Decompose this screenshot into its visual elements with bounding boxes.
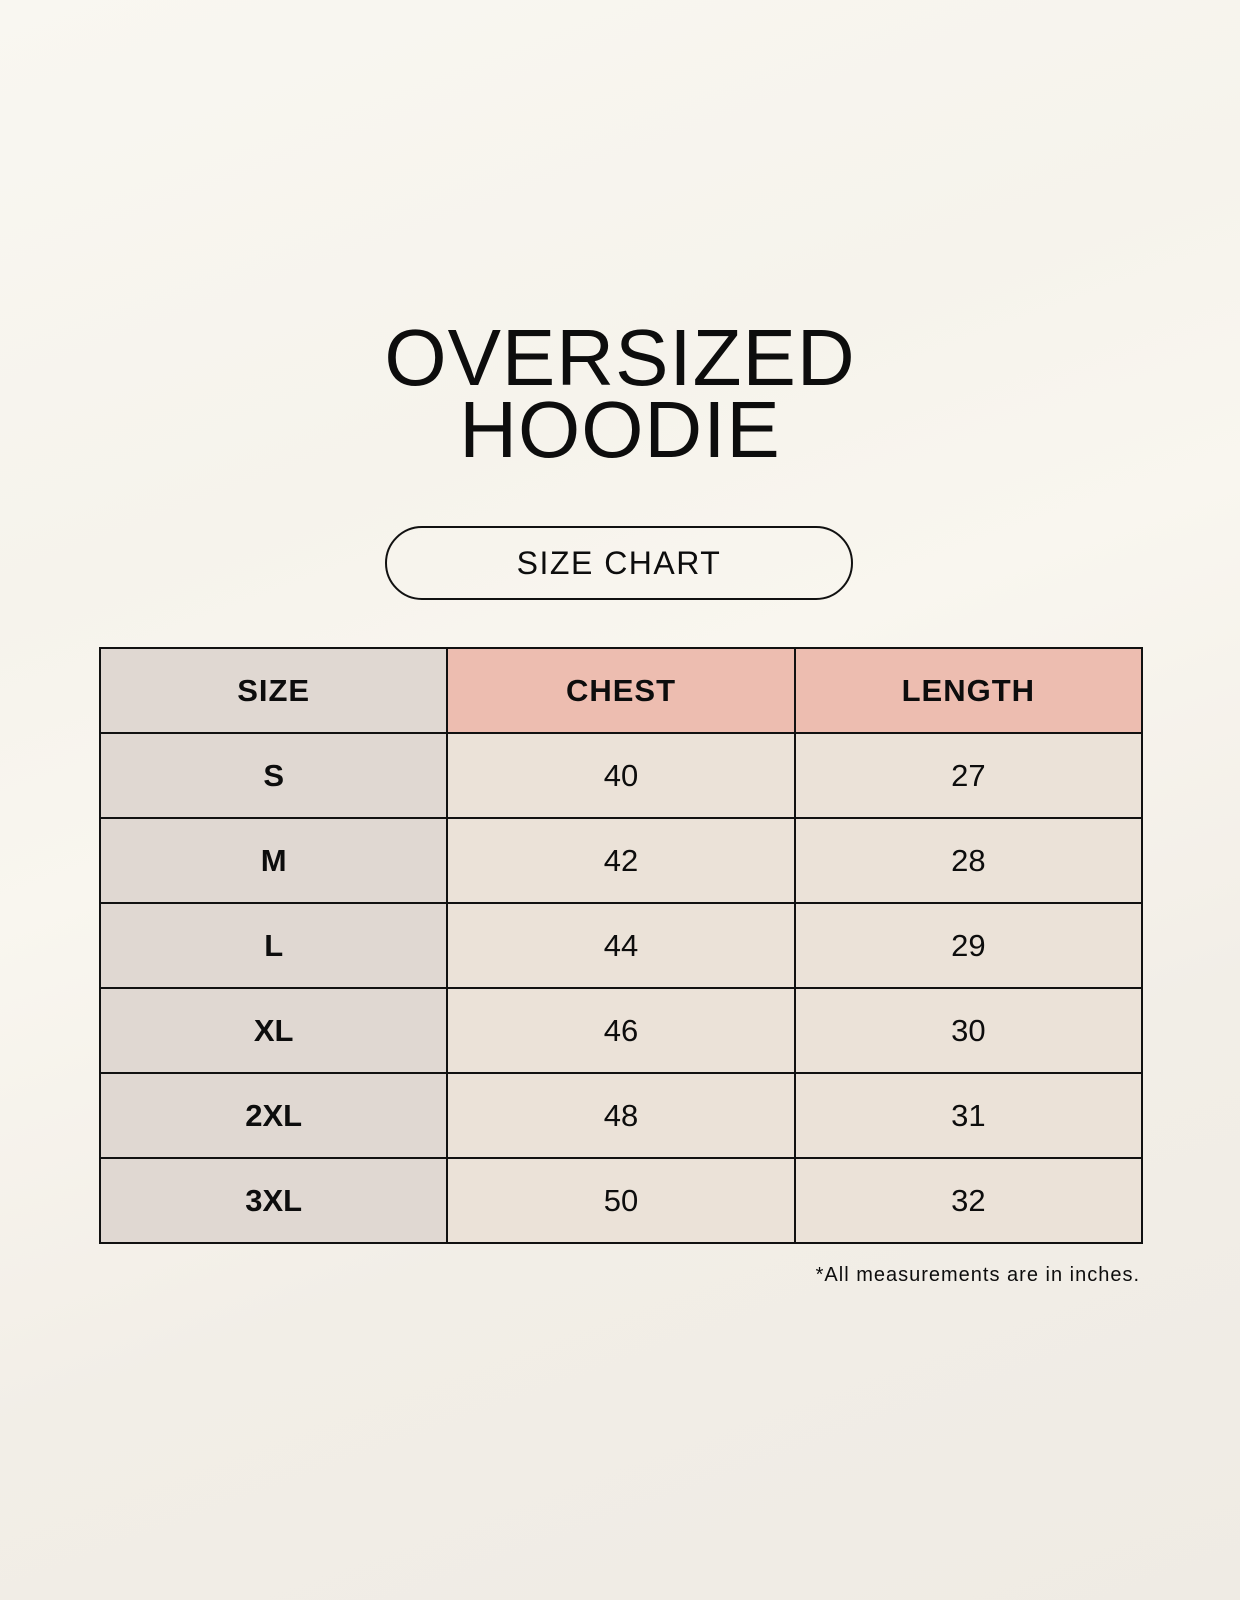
size-table: SIZE CHEST LENGTH S 40 27 M 42 28 L 44 29 XL 46 30 2… — [98, 647, 1144, 1244]
chest-cell: 42 — [446, 817, 796, 904]
header-size: SIZE — [98, 647, 449, 734]
chest-cell: 44 — [446, 902, 796, 989]
size-cell: 2XL — [98, 1072, 449, 1159]
table-row: 2XL 48 31 — [98, 1072, 1144, 1159]
length-cell: 27 — [793, 732, 1144, 819]
length-cell: 32 — [793, 1157, 1144, 1244]
size-cell: 3XL — [98, 1157, 449, 1244]
length-cell: 31 — [793, 1072, 1144, 1159]
length-cell: 30 — [793, 987, 1144, 1074]
header-length: LENGTH — [793, 647, 1144, 734]
title-line-2: HOODIE — [459, 385, 781, 474]
length-cell: 28 — [793, 817, 1144, 904]
table-row: XL 46 30 — [98, 987, 1144, 1074]
size-chart-label: SIZE CHART — [385, 526, 853, 600]
chest-cell: 46 — [446, 987, 796, 1074]
chest-cell: 48 — [446, 1072, 796, 1159]
page-title: OVERSIZED HOODIE — [0, 313, 1240, 474]
title-line-1: OVERSIZED — [384, 313, 856, 402]
footnote: *All measurements are in inches. — [815, 1264, 1140, 1286]
table-row: L 44 29 — [98, 902, 1144, 989]
length-cell: 29 — [793, 902, 1144, 989]
table-row: 3XL 50 32 — [98, 1157, 1144, 1244]
chest-cell: 50 — [446, 1157, 796, 1244]
chest-cell: 40 — [446, 732, 796, 819]
size-cell: M — [98, 817, 449, 904]
table-row: S 40 27 — [98, 732, 1144, 819]
size-cell: S — [98, 732, 449, 819]
table-header-row: SIZE CHEST LENGTH — [98, 647, 1144, 734]
header-chest: CHEST — [446, 647, 796, 734]
size-cell: L — [98, 902, 449, 989]
size-cell: XL — [98, 987, 449, 1074]
table-row: M 42 28 — [98, 817, 1144, 904]
